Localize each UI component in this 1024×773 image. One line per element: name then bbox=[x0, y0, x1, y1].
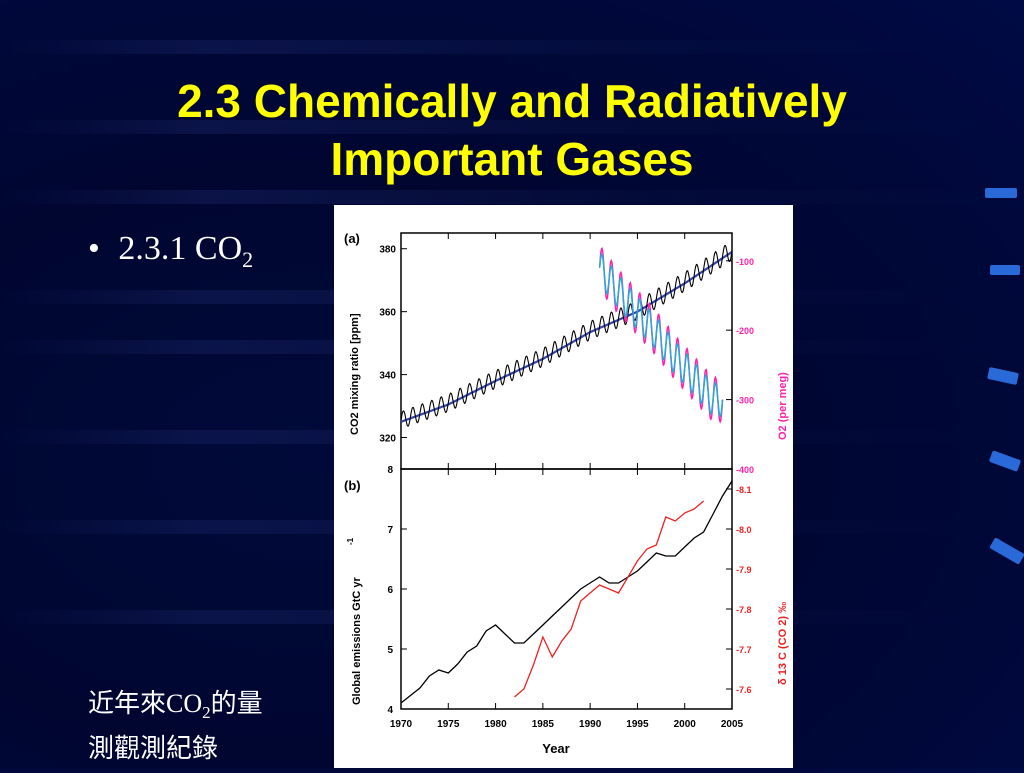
panel-b-y2tick-label: -8.0 bbox=[736, 525, 752, 535]
decorative-dash bbox=[987, 367, 1019, 385]
decorative-dash bbox=[988, 450, 1022, 472]
panel-b-frame bbox=[400, 468, 733, 710]
panel-b-y2tick-label: -7.9 bbox=[736, 565, 752, 575]
co2-figure: (a) (b) 320 340 360 380 -100 -200 -300 -400 4 5 6… bbox=[334, 205, 793, 768]
bullet-text: 2.3.1 CO bbox=[118, 230, 243, 267]
panel-a-y2tick-label: -200 bbox=[736, 326, 754, 336]
panel-b-ytick-label: 8 bbox=[387, 465, 393, 476]
panel-b-ytick-label: 5 bbox=[387, 645, 393, 656]
panel-b-y2tick-label: -7.7 bbox=[736, 645, 752, 655]
o2-series-cyan bbox=[598, 253, 724, 418]
panel-b-xtick-label: 1980 bbox=[484, 719, 507, 730]
title-line-2: Important Gases bbox=[330, 133, 694, 185]
panel-b-ytick-label: 7 bbox=[387, 525, 393, 536]
bullet-item: • 2.3.1 CO2 bbox=[88, 230, 253, 273]
panel-a-ytick-label: 360 bbox=[379, 308, 396, 319]
caption-subscript: 2 bbox=[202, 703, 211, 723]
panel-a-label: (a) bbox=[344, 231, 360, 246]
bullet-subscript: 2 bbox=[242, 246, 254, 272]
panel-b-xlabel: Year bbox=[542, 741, 569, 756]
panel-b-xtick-label: 1985 bbox=[532, 719, 555, 730]
panel-b-label: (b) bbox=[344, 478, 361, 493]
panel-a-y2tick-label: -100 bbox=[736, 257, 754, 267]
figure-caption: 近年來CO2的量 測觀測紀錄 bbox=[88, 686, 263, 767]
emissions-series bbox=[400, 480, 733, 704]
panel-b-xtick-label: 2005 bbox=[721, 719, 744, 730]
title-line-1: 2.3 Chemically and Radiatively bbox=[177, 75, 847, 127]
panel-a-ytick-label: 320 bbox=[379, 434, 396, 445]
panel-b-ylabel: Global emissions GtC yr bbox=[351, 577, 363, 705]
panel-a-frame bbox=[400, 232, 733, 470]
panel-a-y2label: O2 (per meg) bbox=[777, 372, 789, 440]
decorative-dash bbox=[989, 537, 1024, 565]
slide-title: 2.3 Chemically and Radiatively Important… bbox=[60, 72, 964, 188]
panel-a-ytick-label: 380 bbox=[379, 245, 396, 256]
background-stripe bbox=[0, 190, 1024, 204]
panel-a-y2tick-label: -300 bbox=[736, 396, 754, 406]
panel-b-y2tick-label: -7.8 bbox=[736, 605, 752, 615]
caption-text-b: 的量 bbox=[210, 689, 263, 718]
background-stripe bbox=[0, 40, 1024, 54]
caption-text-a: 近年來CO bbox=[88, 689, 203, 718]
panel-b-y2tick-label: -8.1 bbox=[736, 485, 752, 495]
panel-b-y2tick-label: -7.6 bbox=[736, 685, 752, 695]
caption-line-2: 測觀測紀錄 bbox=[88, 734, 219, 764]
decorative-dash bbox=[985, 188, 1017, 198]
co2-trend-series bbox=[400, 250, 733, 423]
panel-b-ylabel-superscript: -1 bbox=[346, 537, 355, 545]
panel-a-ytick-label: 340 bbox=[379, 371, 396, 382]
panel-b-xtick-label: 1990 bbox=[579, 719, 602, 730]
co2-seasonal-series bbox=[400, 244, 733, 427]
decorative-dash bbox=[990, 265, 1020, 275]
panel-b-y2label: δ 13 C (CO 2) ‰ bbox=[777, 602, 789, 685]
panel-b-ytick-label: 4 bbox=[387, 705, 393, 716]
background-stripe bbox=[0, 120, 1024, 134]
panel-b-xtick-label: 2000 bbox=[674, 719, 697, 730]
panel-b-xtick-label: 1995 bbox=[626, 719, 649, 730]
d13c-series bbox=[514, 500, 705, 698]
panel-a-ylabel: CO2 mixing ratio [ppm] bbox=[349, 313, 361, 435]
panel-b-xtick-label: 1975 bbox=[437, 719, 460, 730]
bullet-marker: • bbox=[88, 230, 100, 267]
panel-b-xtick-label: 1970 bbox=[390, 719, 413, 730]
panel-a-y2tick-label: -400 bbox=[736, 465, 754, 475]
panel-b-ytick-label: 6 bbox=[387, 585, 393, 596]
co2-chart-svg: (a) (b) 320 340 360 380 -100 -200 -300 -400 4 5 6… bbox=[344, 231, 789, 756]
